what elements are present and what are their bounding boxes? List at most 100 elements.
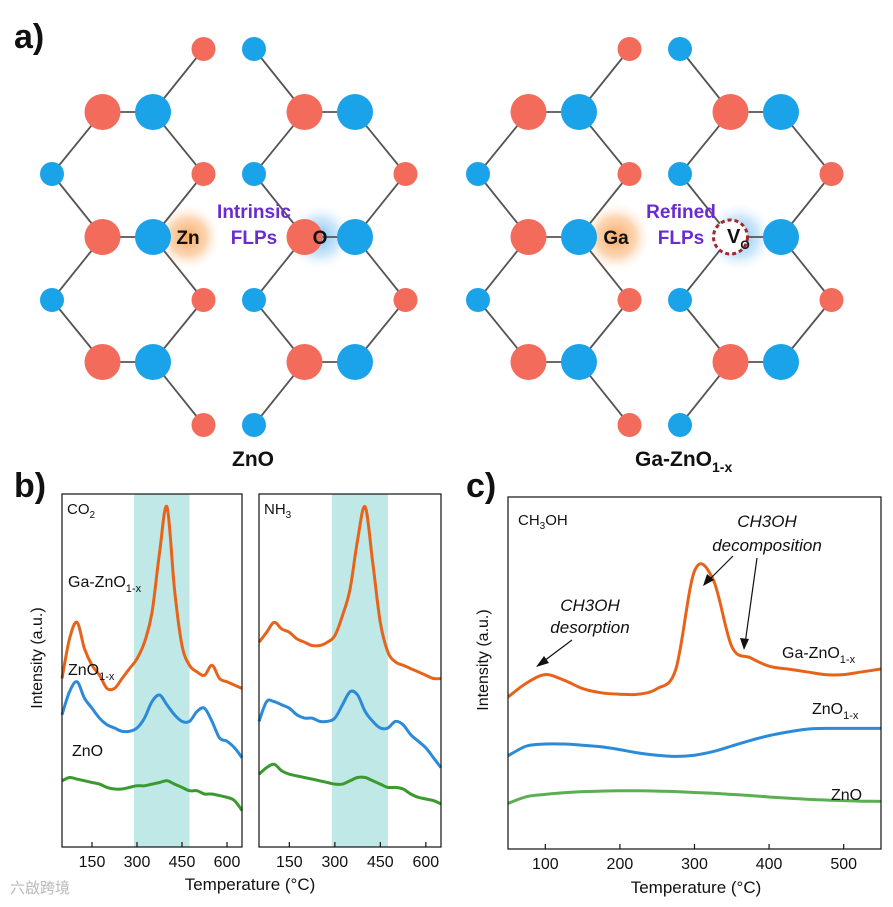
ch3oh-label-main: CH [518, 512, 540, 529]
b-label-zno1x: ZnO1-x [68, 662, 115, 683]
oxygen-atom [617, 288, 642, 312]
arrow-decomposition-a [706, 555, 734, 583]
oxygen-atom [84, 219, 121, 255]
oxygen-atom [191, 288, 216, 312]
ga-atom-label: Ga [603, 228, 629, 249]
oxygen-atom [393, 162, 418, 186]
ann-desorption-line1: CH3OH [560, 596, 620, 615]
arrowhead-desorption [536, 656, 549, 667]
oxygen-atom [191, 413, 216, 437]
oxygen-atom [393, 288, 418, 312]
vo-main: V [727, 226, 741, 248]
arrowhead-decomposition-b [740, 638, 749, 650]
zinc-atom [242, 162, 266, 186]
series-line-ga-zno1-x [257, 505, 442, 681]
ann-decomposition-line1: CH3OH [737, 512, 797, 531]
oxygen-atom [819, 288, 844, 312]
zinc-atom [763, 344, 799, 380]
refined-flps-line1: Refined [646, 202, 716, 223]
oxygen-atom [84, 94, 121, 130]
ch3oh-label-sub: 3 [540, 521, 546, 532]
oxygen-atom [286, 344, 323, 380]
panel-a-label: a) [14, 18, 44, 56]
oxygen-atom [617, 413, 642, 437]
oxygen-atom [617, 162, 642, 186]
x-tick-label: 200 [607, 856, 634, 873]
x-tick-label: 300 [321, 854, 348, 871]
x-tick-label: 450 [169, 854, 196, 871]
panel-c-xlabel: Temperature (°C) [631, 878, 762, 897]
ga-zno-lattice [466, 37, 844, 437]
plot-frame [258, 493, 442, 848]
c-label-ga-zno: Ga-ZnO1-x [782, 645, 856, 666]
x-tick-label: 600 [214, 854, 241, 871]
c-label-zno: ZnO [831, 787, 862, 804]
c-label-zno1x-main: ZnO [812, 701, 843, 718]
zn-glow [154, 203, 222, 271]
x-tick-label: 150 [276, 854, 303, 871]
intrinsic-flps-line2: FLPs [231, 228, 277, 249]
zinc-atom [135, 94, 171, 130]
nh3-label: NH3 [264, 501, 292, 521]
c-label-ga-zno-sub: 1-x [840, 654, 856, 666]
panel-b-label: b) [14, 467, 46, 505]
series-line-zno [61, 775, 244, 812]
zinc-atom [668, 288, 692, 312]
zinc-atom [337, 94, 373, 130]
watermark: 六啟跨境 [10, 879, 70, 897]
panel-c-ylabel: Intensity (a.u.) [475, 609, 492, 710]
panel-b-ylabel: Intensity (a.u.) [29, 607, 46, 708]
oxygen-atom [510, 219, 547, 255]
zinc-atom [242, 413, 266, 437]
oxygen-vacancy [712, 218, 749, 256]
arrow-decomposition-b [744, 557, 758, 645]
x-tick-label: 450 [367, 854, 394, 871]
plot-frame [61, 493, 243, 848]
x-tick-label: 500 [830, 856, 857, 873]
ch3oh-label: CH3OH [518, 512, 568, 532]
x-tick-label: 400 [756, 856, 783, 873]
zinc-atom [466, 162, 490, 186]
b-label-ga-zno-sub: 1-x [126, 583, 142, 595]
ga-zno-caption: Ga-ZnO1-x [635, 448, 732, 475]
zinc-atom [40, 162, 64, 186]
ga-zno-caption-main: Ga-ZnO [635, 448, 712, 471]
panel-c-label: c) [466, 467, 496, 505]
oxygen-atom [191, 37, 216, 61]
co2-label-main: CO [67, 501, 90, 518]
co2-plot: 150 300 450 600 [60, 493, 244, 871]
arrowhead-decomposition-a [703, 574, 714, 586]
series-line-zno [507, 789, 882, 805]
oxygen-atom [191, 162, 216, 186]
ga-glow [580, 201, 652, 273]
co2-label: CO2 [67, 501, 96, 521]
zinc-atom [763, 219, 799, 255]
zinc-atom [466, 288, 490, 312]
zinc-atom [242, 37, 266, 61]
x-tick-label: 150 [79, 854, 106, 871]
zinc-atom [242, 288, 266, 312]
b-label-ga-zno: Ga-ZnO1-x [68, 574, 142, 595]
zinc-atom [40, 288, 64, 312]
c-label-zno1x-sub: 1-x [843, 710, 859, 722]
refined-flps-line2: FLPs [658, 228, 704, 249]
series-line-ga-zno1-x [507, 562, 882, 699]
b-label-zno: ZnO [72, 743, 103, 760]
ch3oh-plot: 100 200 300 400 500 [507, 496, 882, 873]
series-line-zno1-x [507, 726, 881, 758]
highlight-band [331, 494, 388, 847]
b-label-ga-zno-main: Ga-ZnO [68, 574, 126, 591]
o-atom-label: O [313, 228, 328, 249]
nh3-label-main: NH [264, 501, 286, 518]
oxygen-atom [819, 162, 844, 186]
zinc-atom [135, 219, 171, 255]
oxygen-atom [712, 94, 749, 130]
co2-label-sub: 2 [90, 510, 96, 521]
oxygen-atom [510, 344, 547, 380]
ga-zno-caption-sub: 1-x [712, 459, 732, 475]
zinc-atom [561, 219, 597, 255]
series-line-zno1-x [257, 689, 443, 769]
ann-desorption-line2: desorption [550, 618, 629, 637]
zinc-atom [337, 219, 373, 255]
